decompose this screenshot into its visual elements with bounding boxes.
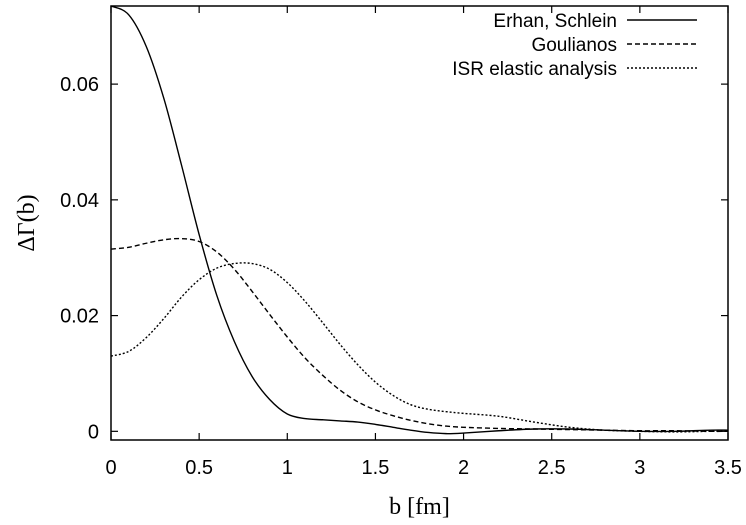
axis-ticks: 0 0.5 1 1.5 2 2.5 3 3.5 0 0.02 0.04 0.06 <box>60 6 742 479</box>
series-lines <box>110 5 729 435</box>
x-tick-label: 2.5 <box>538 457 566 479</box>
legend-label: ISR elastic analysis <box>452 59 617 80</box>
y-axis-title: ΔΓ(b) <box>14 194 40 251</box>
x-tick-label: 3.5 <box>714 457 742 479</box>
y-tick-label: 0.04 <box>60 190 99 212</box>
x-tick-label: 0.5 <box>185 457 213 479</box>
y-tick-label: 0.06 <box>60 74 99 96</box>
y-tick-label: 0 <box>88 421 99 443</box>
x-tick-label: 1.5 <box>362 457 390 479</box>
x-tick-label: 2 <box>458 457 469 479</box>
x-axis-title: b [fm] <box>389 494 450 520</box>
series-line-1 <box>110 237 729 433</box>
x-tick-label: 0 <box>105 457 116 479</box>
series-line-0 <box>110 5 729 435</box>
series-line-2 <box>110 262 729 433</box>
legend-label: Erhan, Schlein <box>493 11 617 32</box>
legend-label: Goulianos <box>531 35 617 56</box>
x-tick-label: 3 <box>634 457 645 479</box>
plot-frame <box>110 5 729 441</box>
legend: Erhan, Schlein Goulianos ISR elastic analy… <box>452 11 697 80</box>
y-tick-label: 0.02 <box>60 306 99 328</box>
x-tick-label: 1 <box>282 457 293 479</box>
